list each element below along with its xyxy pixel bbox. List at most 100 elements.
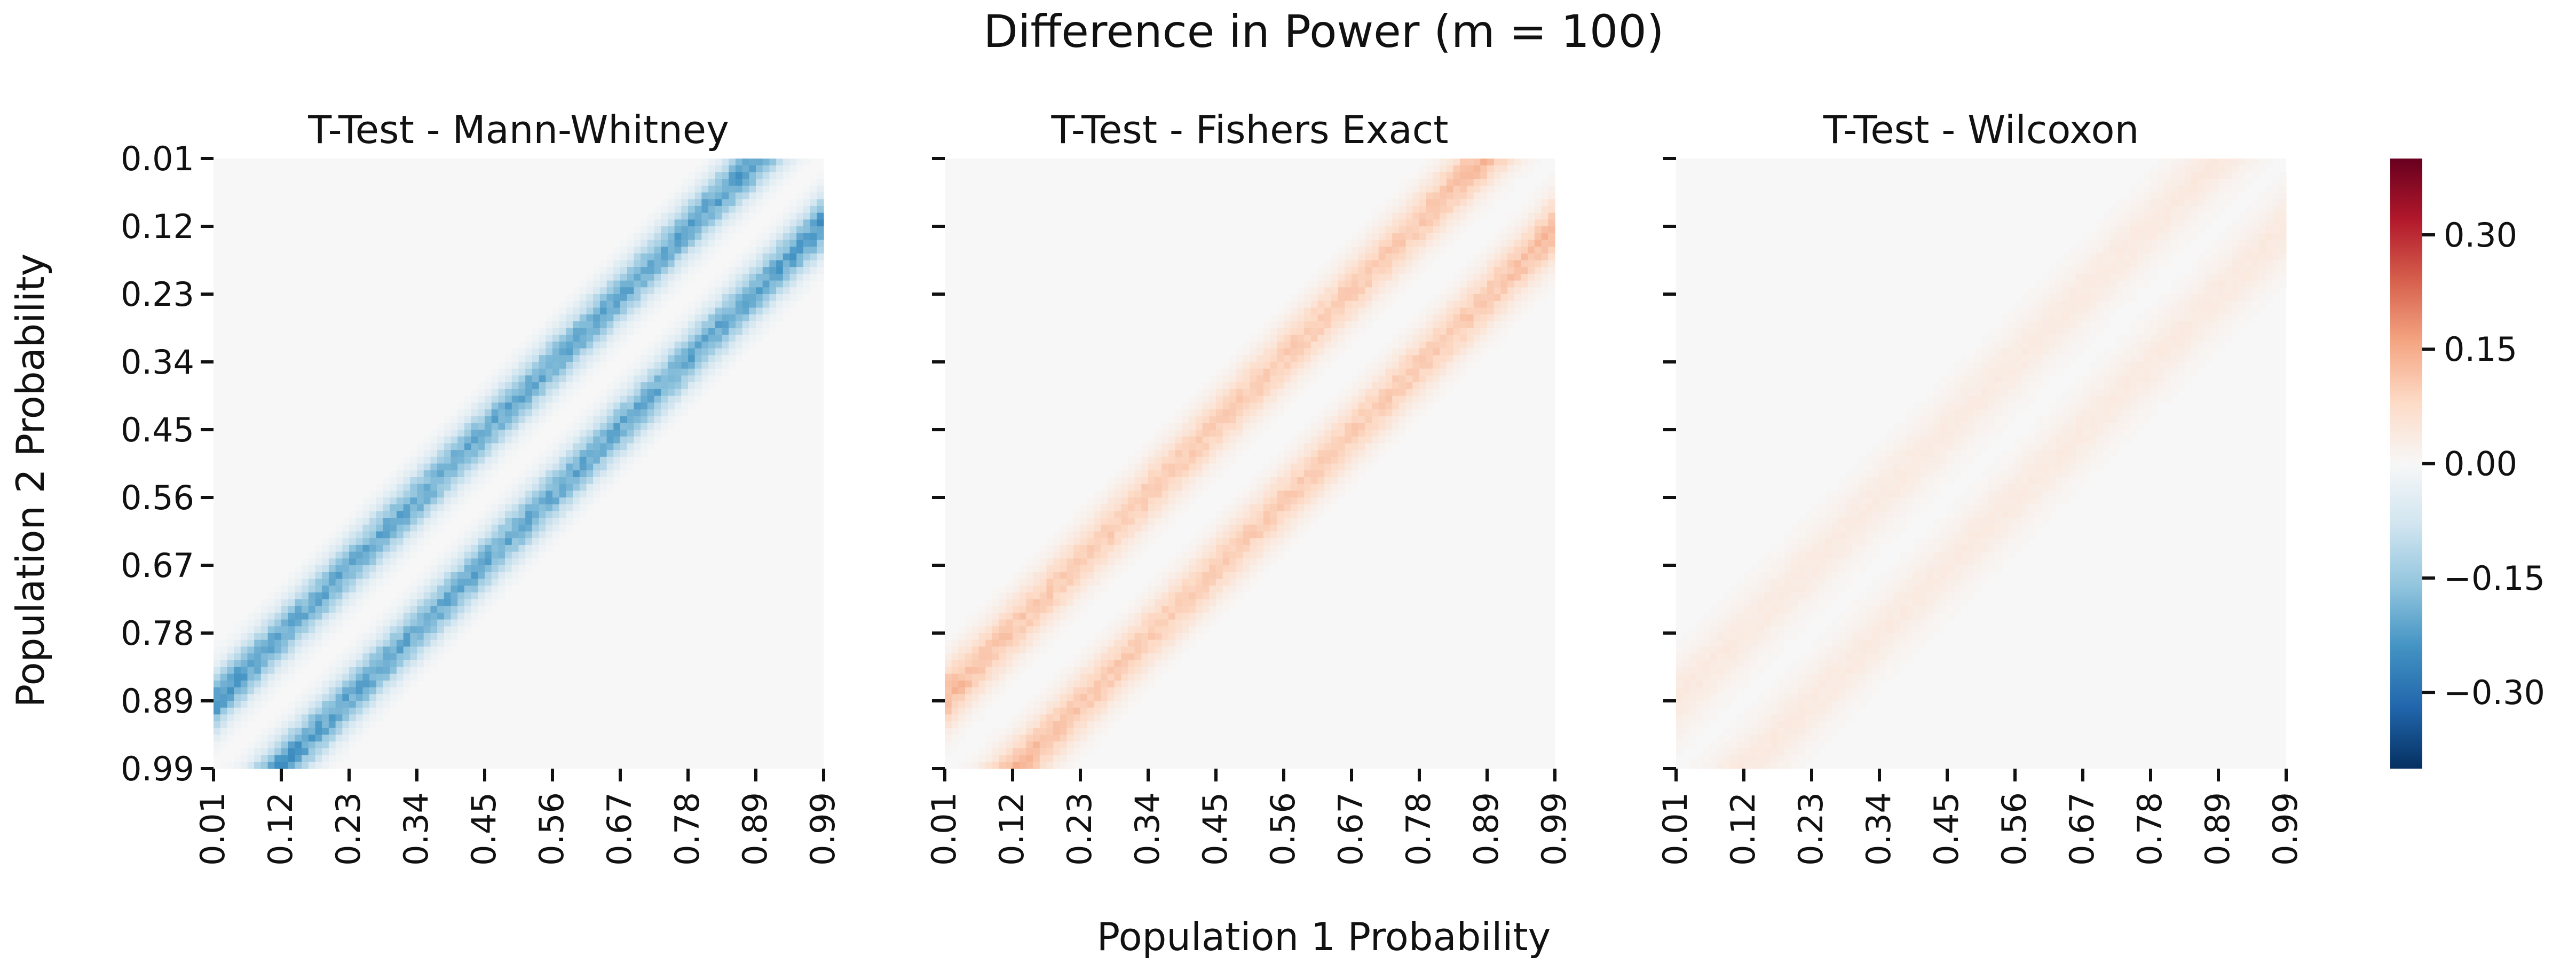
heatmap-cell (559, 362, 566, 369)
heatmap-cell (735, 199, 743, 207)
heatmap-cell (951, 728, 959, 736)
heatmap-cell (1317, 423, 1325, 430)
heatmap-cell (1257, 375, 1264, 383)
heatmap-cell (396, 504, 404, 511)
heatmap-cell (1066, 606, 1074, 613)
heatmap-cell (1121, 606, 1128, 613)
heatmap-cell (1046, 633, 1054, 641)
heatmap-cell (1107, 714, 1115, 722)
heatmap-cell (505, 436, 512, 444)
heatmap-cell (958, 694, 966, 701)
heatmap-cell (1277, 524, 1284, 532)
heatmap-cell (498, 565, 505, 573)
heatmap-cell (708, 247, 716, 254)
heatmap-cell (478, 606, 485, 613)
heatmap-cell (1419, 328, 1427, 335)
heatmap-cell (1155, 612, 1162, 620)
heatmap-cell (1290, 294, 1298, 302)
heatmap-cell (729, 341, 736, 349)
heatmap-cell (1182, 633, 1189, 641)
heatmap-cell (362, 633, 370, 641)
heatmap-cell (1141, 619, 1149, 627)
heatmap-cell (722, 206, 729, 214)
heatmap-cell (511, 518, 519, 525)
heatmap-cell (1134, 606, 1142, 613)
heatmap-cell (810, 199, 817, 207)
heatmap-cell (694, 179, 702, 186)
heatmap-cell (511, 484, 519, 491)
heatmap-cell (1352, 375, 1359, 383)
heatmap-cell (539, 355, 546, 362)
heatmap-cell (776, 165, 784, 172)
heatmap-cell (1466, 294, 1474, 302)
heatmap-cell (532, 531, 540, 539)
heatmap-cell (1352, 314, 1359, 322)
heatmap-cell (1053, 734, 1061, 742)
heatmap-cell (267, 592, 275, 600)
heatmap-cell (729, 294, 736, 302)
heatmap-cell (1013, 619, 1020, 627)
heatmap-cell (247, 619, 255, 627)
heatmap-cell (1026, 646, 1033, 654)
heatmap-cell (1175, 497, 1183, 505)
heatmap-cell (532, 538, 540, 546)
heatmap-cell (1155, 430, 1162, 437)
heatmap-cell (667, 226, 675, 234)
heatmap-cell (322, 667, 329, 674)
heatmap-cell (1378, 260, 1386, 267)
heatmap-cell (1243, 423, 1251, 430)
heatmap-cell (667, 362, 675, 369)
heatmap-cell (769, 159, 777, 166)
heatmap-cell (1243, 504, 1251, 511)
heatmap-cell (1297, 518, 1305, 525)
heatmap-cell (532, 430, 540, 437)
heatmap-cell (539, 321, 546, 329)
heatmap-cell (1324, 443, 1332, 451)
heatmap-cell (1392, 402, 1400, 410)
heatmap-cell (471, 606, 478, 613)
heatmap-cell (220, 639, 227, 647)
heatmap-cell (1114, 674, 1121, 681)
heatmap-cell (451, 551, 458, 559)
heatmap-cell (437, 626, 445, 634)
heatmap-cell (634, 321, 641, 329)
heatmap-cell (281, 728, 289, 736)
heatmap-cell (1310, 294, 1318, 302)
heatmap-cell (444, 599, 452, 606)
heatmap-cell (1094, 518, 1101, 525)
heatmap-cell (776, 219, 784, 227)
heatmap-cell (328, 694, 336, 701)
heatmap-cell (505, 389, 512, 397)
heatmap-cell (1121, 646, 1128, 654)
heatmap-cell (789, 273, 797, 281)
heatmap-cell (566, 307, 573, 315)
heatmap-cell (1419, 179, 1427, 186)
heatmap-cell (1365, 253, 1372, 261)
heatmap-cell (505, 565, 512, 573)
heatmap-cell (1338, 450, 1345, 457)
heatmap-cell (606, 280, 614, 288)
heatmap-cell (342, 592, 350, 600)
heatmap-cell (1046, 606, 1054, 613)
heatmap-cell (742, 253, 749, 261)
heatmap-cell (1127, 653, 1135, 661)
heatmap-cell (803, 185, 811, 193)
heatmap-cell (620, 368, 628, 376)
heatmap-cell (1290, 497, 1298, 505)
heatmap-cell (1060, 572, 1068, 579)
heatmap-cell (1297, 368, 1305, 376)
heatmap-cell (803, 159, 811, 166)
heatmap-cell (1209, 586, 1216, 593)
heatmap-cell (1243, 531, 1251, 539)
heatmap-cell (1182, 551, 1189, 559)
heatmap-cell (1243, 348, 1251, 355)
heatmap-cell (776, 185, 784, 193)
heatmap-cell (342, 674, 350, 681)
heatmap-cell (1236, 382, 1244, 390)
heatmap-cell (573, 504, 580, 511)
heatmap-cell (1270, 511, 1277, 518)
heatmap-cell (274, 639, 282, 647)
heatmap-cell (390, 504, 397, 511)
heatmap-cell (315, 755, 322, 762)
heatmap-cell (457, 504, 465, 511)
